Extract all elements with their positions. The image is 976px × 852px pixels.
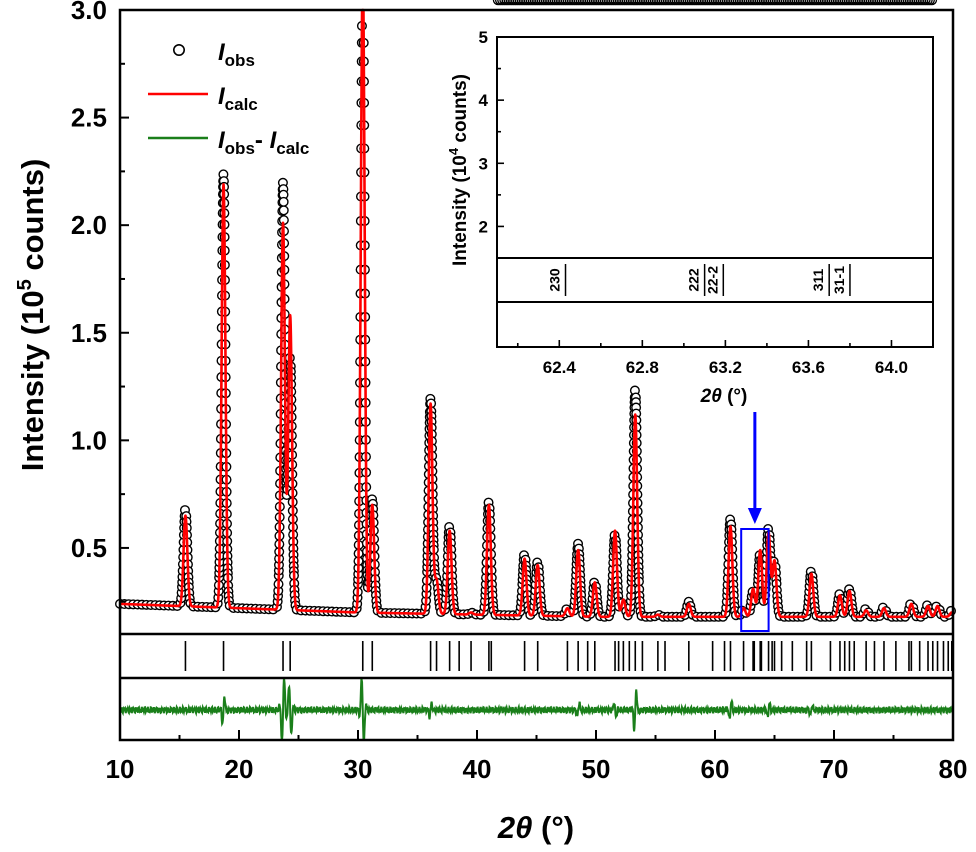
y-tick-label: 4 [479, 91, 489, 110]
y-tick-label: 1.0 [71, 425, 107, 455]
main-difference-curve [119, 679, 954, 740]
reflection-label: 31-1 [831, 266, 847, 294]
obs-point [278, 196, 289, 207]
x-tick-label: 50 [582, 754, 611, 784]
x-tick-label: 30 [344, 754, 373, 784]
y-tick-label: 2 [479, 217, 488, 236]
x-tick-label: 80 [939, 754, 968, 784]
x-tick-label: 62.4 [543, 358, 577, 377]
inset-y-axis-title: Intensity (104 counts) [446, 74, 471, 266]
legend-obs-marker [173, 43, 186, 56]
zoom-arrow-head [747, 508, 762, 524]
x-tick-label: 40 [463, 754, 492, 784]
reflection-label: 222 [686, 268, 702, 292]
x-tick-label: 63.6 [792, 358, 825, 377]
obs-point [278, 205, 289, 216]
x-tick-label: 60 [701, 754, 730, 784]
reflection-label: 311 [810, 268, 826, 291]
inset-background [497, 37, 933, 347]
reflection-label: 230 [547, 268, 563, 292]
reflection-label: 22-2 [704, 266, 720, 294]
main-plot: 10 20 30 40 50 60 70 80 0.5 1.0 1.5 2.0 2.5 3.0 2θ (… [14, 0, 967, 845]
y-tick-label: 5 [479, 28, 488, 47]
y-tick-label: 2.0 [71, 210, 107, 240]
main-reflection-ticks [184, 641, 953, 671]
y-tick-label: 0.5 [71, 533, 107, 563]
x-tick-label: 63.2 [709, 358, 742, 377]
inset-x-axis-title: 2θ (°) [700, 386, 748, 407]
y-tick-label: 1.5 [71, 318, 107, 348]
legend: Iobs Icalc Iobs- Icalc [148, 39, 309, 158]
inset-plot: 230 222 22-2 311 31-1 62.4 62.8 63.2 63.6 64.0 2… [446, 0, 938, 407]
x-tick-label: 62.8 [626, 358, 659, 377]
main-x-axis-title: 2θ (°) [497, 810, 574, 845]
main-y-axis-title: Intensity (105 counts) [14, 159, 50, 472]
x-tick-label: 20 [225, 754, 254, 784]
y-tick-label: 2.5 [71, 103, 107, 133]
legend-calc-label: Icalc [218, 83, 258, 114]
y-tick-label: 3 [479, 154, 488, 173]
legend-obs-label: Iobs [218, 39, 255, 70]
inset-obs-series [492, 0, 938, 6]
x-tick-label: 10 [106, 754, 135, 784]
legend-diff-label: Iobs- Icalc [218, 127, 309, 158]
x-tick-label: 70 [820, 754, 849, 784]
y-tick-label: 3.0 [71, 0, 107, 25]
zoom-arrow-icon [747, 412, 762, 524]
x-tick-label: 64.0 [875, 358, 908, 377]
main-x-axis: 10 20 30 40 50 60 70 80 [106, 730, 968, 784]
